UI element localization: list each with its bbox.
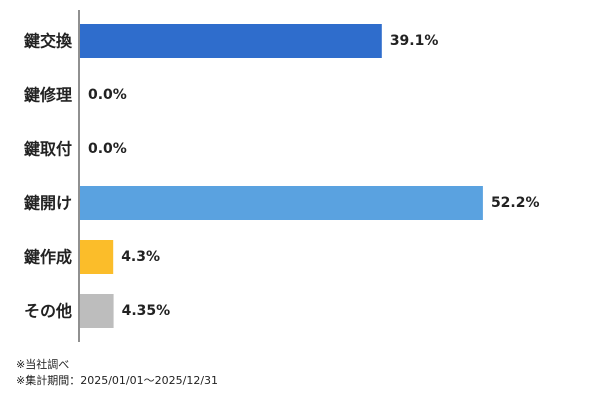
value-label-3: 52.2% [491, 195, 540, 211]
value-label-0: 39.1% [390, 33, 439, 49]
bar-5 [80, 294, 114, 328]
period-note: ※集計期間：2025/01/01～2025/12/31 [16, 374, 219, 387]
bar-4 [80, 240, 114, 274]
bar-0 [80, 24, 382, 58]
category-label-1: 鍵修理 [24, 86, 72, 105]
value-label-4: 4.3% [121, 249, 160, 265]
value-label-5: 4.35% [122, 303, 171, 319]
bar-3 [80, 186, 483, 220]
category-label-4: 鍵作成 [24, 248, 72, 267]
value-label-1: 0.0% [88, 87, 127, 103]
bars-layer [80, 24, 483, 328]
value-label-2: 0.0% [88, 141, 127, 157]
source-note: ※当社調べ [16, 358, 70, 371]
category-label-2: 鍵取付 [24, 140, 72, 159]
footnotes: ※当社調べ ※集計期間：2025/01/01～2025/12/31 [16, 357, 218, 389]
labels-layer: 鍵交換 39.1% 鍵修理 0.0% 鍵取付 0.0% 鍵開け 52.2% 鍵作成 4.3% その他… [24, 32, 540, 321]
category-label-5: その他 [24, 302, 72, 321]
category-label-0: 鍵交換 [24, 32, 73, 51]
category-label-3: 鍵開け [24, 194, 72, 213]
